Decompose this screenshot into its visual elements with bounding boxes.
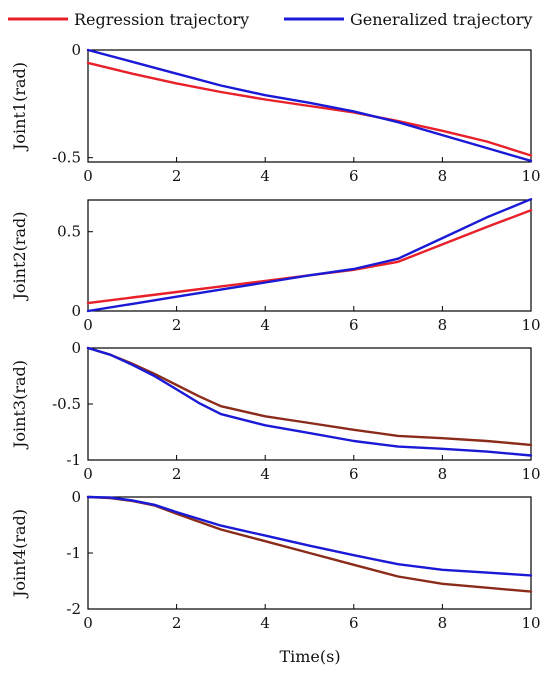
y-tick-label: 0 xyxy=(71,302,81,320)
x-tick-label: 6 xyxy=(349,465,359,483)
x-tick-label: 6 xyxy=(349,167,359,185)
x-tick-label: 8 xyxy=(438,465,448,483)
y-tick-label: -0.5 xyxy=(52,149,81,167)
plot-frame-joint2 xyxy=(87,199,532,312)
x-tick-label: 8 xyxy=(438,316,448,334)
regression-line-joint3 xyxy=(86,346,533,447)
x-tick-label: 0 xyxy=(83,167,93,185)
x-tick-label: 2 xyxy=(172,167,182,185)
generalized-line-joint2 xyxy=(86,197,533,313)
legend: Regression trajectory Generalized trajec… xyxy=(8,10,532,29)
x-tick-label: 8 xyxy=(438,167,448,185)
x-tick-label: 10 xyxy=(521,465,540,483)
x-tick-label: 2 xyxy=(172,614,182,632)
y-tick-label: -1 xyxy=(66,544,81,562)
subplot-joint2: 0 2 4 6 8 10 0 0.5 Joint2(rad) xyxy=(10,197,541,334)
x-tick-label: 4 xyxy=(260,465,270,483)
y-axis-label-joint4: Joint4(rad) xyxy=(10,509,29,599)
x-tick-label: 0 xyxy=(83,316,93,334)
x-tick-label: 4 xyxy=(260,614,270,632)
x-tick-label: 2 xyxy=(172,465,182,483)
subplot-joint4: 0 2 4 6 8 10 0 -1 -2 Joint4(rad) xyxy=(10,488,541,632)
legend-label-generalized: Generalized trajectory xyxy=(350,10,532,29)
y-tick-label: -1 xyxy=(66,451,81,469)
y-axis-label-joint2: Joint2(rad) xyxy=(10,212,29,302)
x-tick-label: 6 xyxy=(349,316,359,334)
regression-line-joint1 xyxy=(86,61,533,157)
y-tick-label: -2 xyxy=(66,600,81,618)
x-tick-label: 4 xyxy=(260,167,270,185)
subplot-joint3: 0 2 4 6 8 10 0 -0.5 -1 Joint3(rad) xyxy=(10,339,541,483)
y-tick-label: 0 xyxy=(71,339,81,357)
x-tick-label: 8 xyxy=(438,614,448,632)
y-axis-label-joint1: Joint1(rad) xyxy=(10,62,29,152)
regression-line-joint4 xyxy=(86,495,533,593)
y-tick-label: 0.5 xyxy=(57,223,81,241)
plot-frame-joint1 xyxy=(87,49,532,163)
x-tick-label: 0 xyxy=(83,465,93,483)
x-tick-label: 2 xyxy=(172,316,182,334)
y-tick-label: -0.5 xyxy=(52,395,81,413)
generalized-line-joint4 xyxy=(86,495,533,577)
x-tick-label: 10 xyxy=(521,316,540,334)
generalized-line-joint3 xyxy=(86,346,533,457)
x-tick-label: 4 xyxy=(260,316,270,334)
x-tick-label: 10 xyxy=(521,167,540,185)
legend-label-regression: Regression trajectory xyxy=(74,10,249,29)
y-tick-label: 0 xyxy=(71,41,81,59)
y-tick-label: 0 xyxy=(71,488,81,506)
x-axis-label: Time(s) xyxy=(279,647,340,666)
x-tick-label: 6 xyxy=(349,614,359,632)
generalized-line-joint1 xyxy=(86,48,533,163)
x-tick-label: 10 xyxy=(521,614,540,632)
plot-frame-joint3 xyxy=(87,347,532,461)
y-axis-label-joint3: Joint3(rad) xyxy=(10,360,29,450)
x-tick-label: 0 xyxy=(83,614,93,632)
regression-line-joint2 xyxy=(86,209,533,305)
